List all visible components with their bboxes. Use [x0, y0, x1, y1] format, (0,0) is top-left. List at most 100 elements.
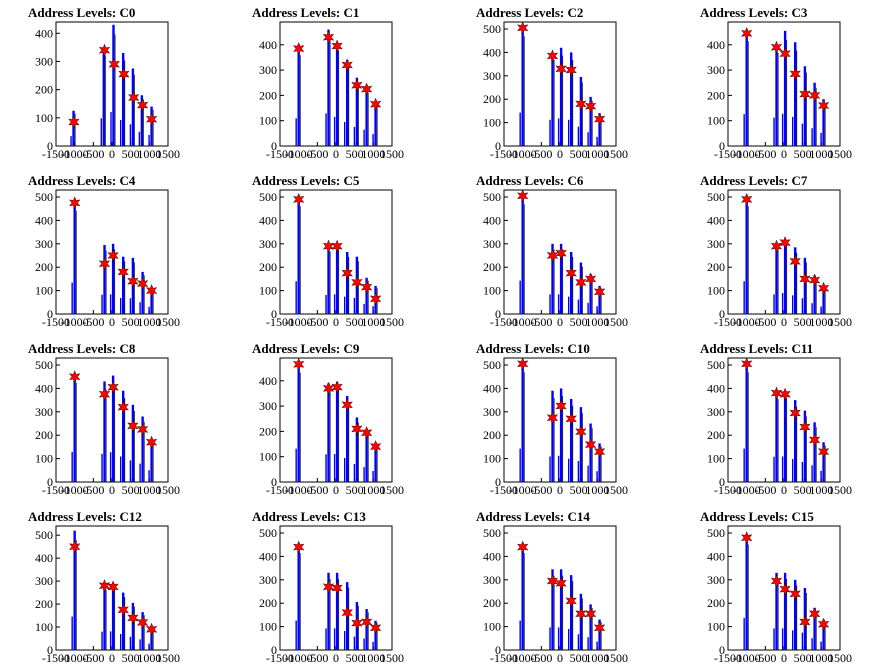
- y-tick-label: 0: [271, 475, 277, 489]
- peak-marker: [145, 284, 158, 298]
- y-tick-label: 400: [259, 38, 277, 52]
- peak-marker: [789, 406, 801, 420]
- x-tick-label: -1500: [714, 315, 742, 329]
- peak-marker: [98, 43, 111, 57]
- peak-marker: [108, 57, 120, 71]
- peak-marker: [517, 21, 529, 35]
- y-tick-label: 100: [483, 284, 501, 298]
- histogram-side-bar: [587, 302, 589, 314]
- chart-title: Address Levels: C3: [700, 5, 808, 20]
- x-tick-label: 1000: [137, 315, 161, 329]
- x-tick-label: 1500: [604, 483, 628, 497]
- peak-marker: [136, 422, 149, 436]
- peak-marker: [136, 277, 149, 291]
- histogram-side-bar: [325, 454, 327, 482]
- y-tick-label: 0: [719, 307, 725, 321]
- peak-marker: [341, 266, 353, 280]
- histogram-bar: [365, 609, 368, 650]
- peak-marker: [351, 616, 363, 630]
- histogram-bar: [794, 579, 797, 650]
- histogram-bar: [297, 197, 300, 314]
- y-tick-label: 300: [707, 573, 725, 587]
- histogram-side-bar: [781, 113, 784, 146]
- histogram-bar: [803, 410, 807, 482]
- histogram-side-bar: [120, 633, 122, 650]
- y-tick-label: 200: [35, 260, 53, 274]
- histogram-bar: [794, 42, 797, 146]
- chart-panel-6: Address Levels: C6-1500-1000-500 0 5001000…: [476, 173, 628, 329]
- y-tick-label: 0: [47, 475, 53, 489]
- histogram-bar: [822, 287, 825, 314]
- x-tick-label: -500: [754, 147, 776, 161]
- histogram-side-bar: [781, 456, 784, 482]
- histogram-side-bar: [71, 616, 73, 650]
- x-tick-label: -1500: [42, 483, 70, 497]
- histogram-side-bar: [148, 306, 150, 314]
- x-tick-label: 1500: [828, 315, 852, 329]
- y-tick-label: 200: [483, 596, 501, 610]
- x-tick-label: -1500: [42, 315, 70, 329]
- chart-title: Address Levels: C12: [28, 509, 142, 524]
- histogram-bar: [745, 32, 748, 146]
- x-tick-label: -500: [530, 147, 552, 161]
- y-tick-label: 400: [483, 549, 501, 563]
- histogram-side-bar: [549, 456, 551, 482]
- x-tick-label: 0: [781, 483, 787, 497]
- peak-marker: [322, 30, 335, 44]
- peak-marker: [69, 540, 81, 554]
- x-tick-label: 1500: [828, 483, 852, 497]
- x-tick-label: 500: [346, 651, 364, 665]
- x-tick-label: 0: [557, 315, 563, 329]
- y-tick-label: 100: [259, 284, 277, 298]
- x-tick-label: -1500: [266, 315, 294, 329]
- x-tick-label: 500: [122, 651, 140, 665]
- histogram-side-bar: [353, 126, 356, 146]
- histogram-bar: [131, 602, 135, 650]
- x-tick-label: 500: [794, 651, 812, 665]
- histogram-bar: [103, 381, 106, 482]
- histogram-side-bar: [811, 465, 813, 482]
- y-tick-label: 200: [259, 424, 277, 438]
- histogram-side-bar: [596, 641, 598, 650]
- x-tick-label: -500: [306, 651, 328, 665]
- histogram-side-bar: [295, 448, 297, 482]
- y-tick-label: 500: [707, 190, 725, 204]
- histogram-bar: [589, 604, 592, 650]
- x-tick-label: 500: [794, 315, 812, 329]
- x-tick-label: -500: [754, 483, 776, 497]
- histogram-side-bar: [372, 471, 374, 482]
- chart-panel-11: Address Levels: C11-1500-1000-500 0 500100…: [700, 341, 852, 497]
- peak-marker: [593, 112, 606, 126]
- chart-title: Address Levels: C7: [700, 173, 808, 188]
- x-tick-label: -1500: [490, 147, 518, 161]
- histogram-side-bar: [549, 294, 551, 314]
- x-tick-label: 500: [122, 483, 140, 497]
- histogram-bar: [775, 391, 778, 482]
- y-tick-label: 0: [719, 643, 725, 657]
- histogram-side-bar: [811, 638, 813, 650]
- histogram-side-bar: [801, 298, 804, 314]
- histogram-bar: [150, 439, 153, 482]
- x-tick-label: 0: [109, 483, 115, 497]
- peak-marker: [369, 97, 382, 111]
- chart-title: Address Levels: C10: [476, 341, 590, 356]
- histogram-bar: [794, 400, 797, 482]
- x-tick-label: -1500: [490, 483, 518, 497]
- histogram-side-bar: [129, 636, 132, 650]
- x-tick-label: -1000: [285, 315, 313, 329]
- y-tick-label: 100: [707, 452, 725, 466]
- x-tick-label: 1000: [585, 483, 609, 497]
- y-tick-label: 0: [495, 139, 501, 153]
- y-tick-label: 0: [719, 475, 725, 489]
- histogram-side-bar: [781, 628, 784, 650]
- x-tick-label: 0: [781, 147, 787, 161]
- y-tick-label: 400: [707, 213, 725, 227]
- chart-title: Address Levels: C9: [252, 341, 360, 356]
- histogram-bar: [141, 416, 144, 482]
- histogram-bar: [551, 52, 554, 146]
- peak-marker: [117, 603, 129, 617]
- y-tick-label: 0: [47, 643, 53, 657]
- x-tick-label: 500: [570, 651, 588, 665]
- peak-marker: [593, 445, 606, 459]
- histogram-side-bar: [773, 456, 775, 482]
